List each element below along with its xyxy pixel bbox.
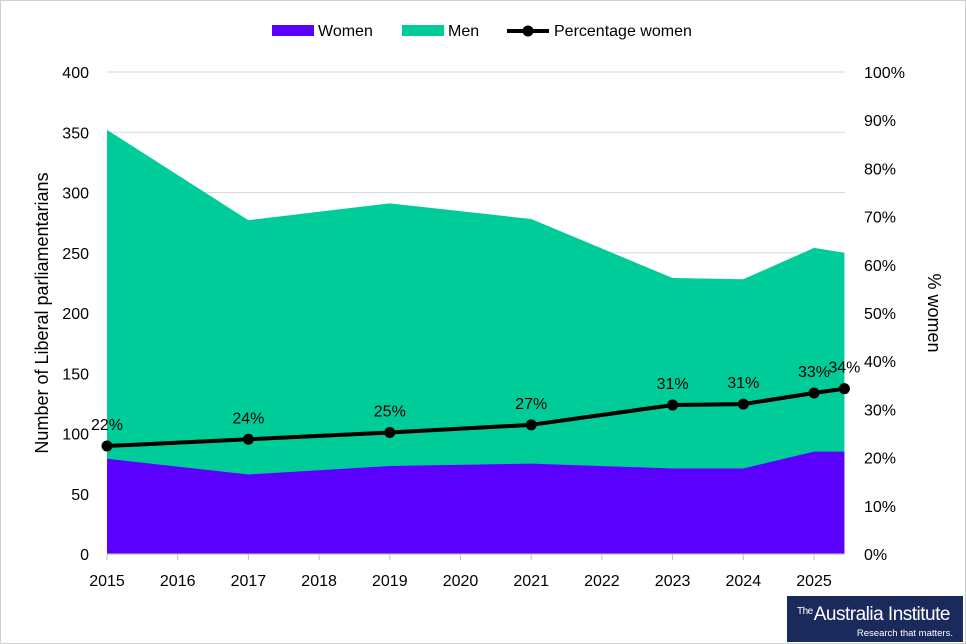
percentage-label-4: 31% (657, 376, 689, 393)
y-left-tick-300: 300 (62, 186, 89, 203)
y-axis-left: 0 50 100 150 200 250 300 350 400 (62, 65, 89, 564)
x-tick-label-2021: 2021 (513, 573, 549, 590)
percentage-line (106, 386, 845, 449)
y-right-tick-60: 60% (864, 258, 896, 275)
percentage-marker-6 (808, 387, 820, 399)
y-right-tick-0: 0% (864, 547, 887, 564)
percentage-label-0: 22% (91, 417, 123, 434)
y-left-tick-50: 50 (71, 487, 89, 504)
area-series (107, 129, 845, 554)
y-right-tick-90: 90% (864, 113, 896, 130)
x-tick-label-2024: 2024 (726, 573, 762, 590)
legend-swatch-men (402, 25, 444, 36)
percentage-marker-2 (384, 427, 396, 439)
y-left-tick-100: 100 (62, 427, 89, 444)
percentage-marker-1 (242, 433, 254, 445)
x-tick-label-2025: 2025 (796, 573, 832, 590)
y-axis-right-title: % women (924, 273, 944, 352)
y-axis-right: 0% 10% 20% 30% 40% 50% 60% 70% 80% 90% 100% (864, 65, 905, 564)
y-right-tick-10: 10% (864, 499, 896, 516)
legend-label-men: Men (448, 23, 479, 40)
legend-swatch-women (272, 25, 314, 36)
y-right-tick-70: 70% (864, 210, 896, 227)
logo-name: Australia Institute (813, 604, 951, 625)
x-tick-label-2017: 2017 (231, 573, 267, 590)
x-tick-label-2019: 2019 (372, 573, 408, 590)
y-left-tick-400: 400 (62, 65, 89, 82)
y-left-tick-150: 150 (62, 366, 89, 383)
y-left-tick-350: 350 (62, 125, 89, 142)
x-axis: 2015 2016 2017 2018 2019 2020 2021 2022 2023 2024… (89, 553, 845, 590)
percentage-marker-3 (525, 419, 537, 431)
percentage-label-3: 27% (515, 396, 547, 413)
australia-institute-logo: TheAustralia Institute Research that mat… (787, 596, 963, 642)
y-right-tick-50: 50% (864, 306, 896, 323)
area-women (107, 451, 845, 554)
logo-tagline: Research that matters. (856, 628, 953, 639)
x-tick-label-2016: 2016 (160, 573, 196, 590)
y-right-tick-40: 40% (864, 354, 896, 371)
logo-the: The (797, 606, 813, 617)
y-right-tick-30: 30% (864, 402, 896, 419)
logo-wordmark: TheAustralia Institute (797, 602, 953, 625)
legend-label-percentage: Percentage women (554, 23, 692, 40)
y-left-tick-200: 200 (62, 306, 89, 323)
x-tick-label-2018: 2018 (301, 573, 337, 590)
x-tick-label-2022: 2022 (584, 573, 620, 590)
y-right-tick-100: 100% (864, 65, 905, 82)
legend-marker-percentage (522, 25, 534, 37)
data-labels: 22% 24% 25% 27% 31% 31% 33%34% (91, 360, 860, 434)
legend-label-women: Women (318, 23, 373, 40)
percentage-marker-0 (101, 440, 113, 452)
percentage-label-7: 34% (828, 360, 860, 377)
x-tick-label-2020: 2020 (443, 573, 479, 590)
percentage-marker-7 (838, 383, 850, 395)
percentage-label-1: 24% (232, 410, 264, 427)
area-men (107, 129, 845, 554)
x-tick-label-2015: 2015 (89, 573, 125, 590)
percentage-label-5: 31% (727, 375, 759, 392)
x-tick-label-2023: 2023 (655, 573, 691, 590)
percentage-marker-4 (667, 399, 679, 411)
y-right-tick-20: 20% (864, 451, 896, 468)
y-left-tick-250: 250 (62, 246, 89, 263)
percentage-marker-5 (737, 398, 749, 410)
y-axis-left-title: Number of Liberal parliamentarians (32, 172, 52, 453)
legend: Women Men Percentage women (272, 23, 692, 40)
percentage-line-series (101, 383, 850, 452)
y-right-tick-80: 80% (864, 161, 896, 178)
y-left-tick-0: 0 (80, 547, 89, 564)
percentage-label-6: 33% (798, 364, 830, 381)
percentage-label-2: 25% (374, 404, 406, 421)
